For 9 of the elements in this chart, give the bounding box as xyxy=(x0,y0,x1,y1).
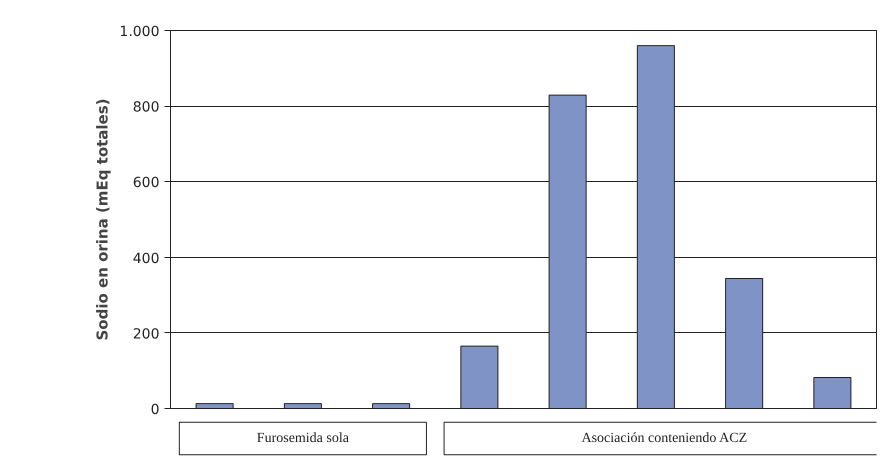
y-tick-label: 0 xyxy=(150,402,160,418)
text: Asociación conteniendo ACZ xyxy=(582,431,748,446)
y-tick-label: 200 xyxy=(132,326,160,342)
y-tick-label: 400 xyxy=(132,250,160,267)
y-tick-label: 600 xyxy=(132,175,160,192)
y-tick-label: 800 xyxy=(132,100,160,116)
text: Furosemida sola xyxy=(256,431,350,446)
y-tick-label: 1.000 xyxy=(119,24,160,40)
y-axis-title: Sodio en orina (mEq totales) xyxy=(93,98,112,341)
